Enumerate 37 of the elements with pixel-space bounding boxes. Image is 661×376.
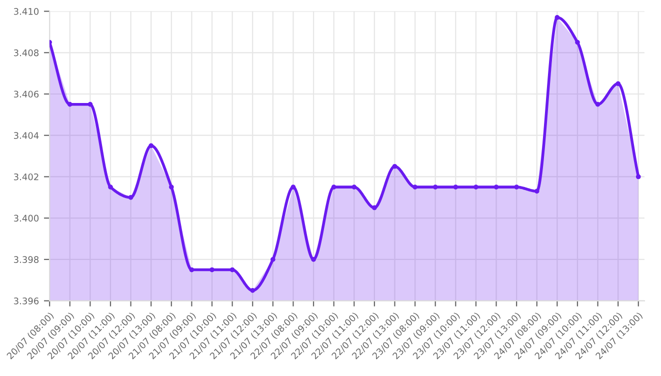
point: [230, 267, 235, 272]
y-tick-label: 3.396: [14, 298, 39, 304]
point: [474, 184, 478, 190]
point: [352, 184, 357, 190]
point: [88, 102, 93, 107]
y-tick-label: 3.402: [14, 173, 38, 180]
y-tick-label: 3.398: [14, 256, 39, 263]
point: [453, 184, 458, 190]
y-tick-label: 3.400: [14, 214, 39, 222]
point: [168, 184, 174, 190]
point: [575, 40, 580, 45]
point: [148, 143, 154, 148]
point: [210, 267, 214, 272]
point: [270, 257, 276, 262]
point: [636, 174, 641, 180]
point: [290, 184, 296, 190]
point: [250, 288, 256, 293]
point: [311, 257, 316, 262]
point: [128, 194, 134, 200]
point: [67, 102, 72, 107]
point: [494, 184, 499, 190]
point: [412, 184, 418, 190]
y-tick-label: 3.404: [14, 132, 39, 139]
point: [331, 184, 336, 190]
point: [534, 188, 540, 194]
point: [189, 267, 194, 272]
point: [514, 184, 519, 190]
point: [108, 184, 113, 190]
y-tick-label: 3.410: [14, 8, 39, 15]
y-tick-label: 3.408: [14, 49, 39, 56]
point: [554, 15, 560, 20]
y-tick-label: 3.406: [14, 90, 39, 98]
point: [392, 164, 398, 169]
point: [616, 81, 621, 86]
point: [595, 102, 600, 107]
point: [372, 205, 377, 210]
point: [432, 184, 438, 190]
